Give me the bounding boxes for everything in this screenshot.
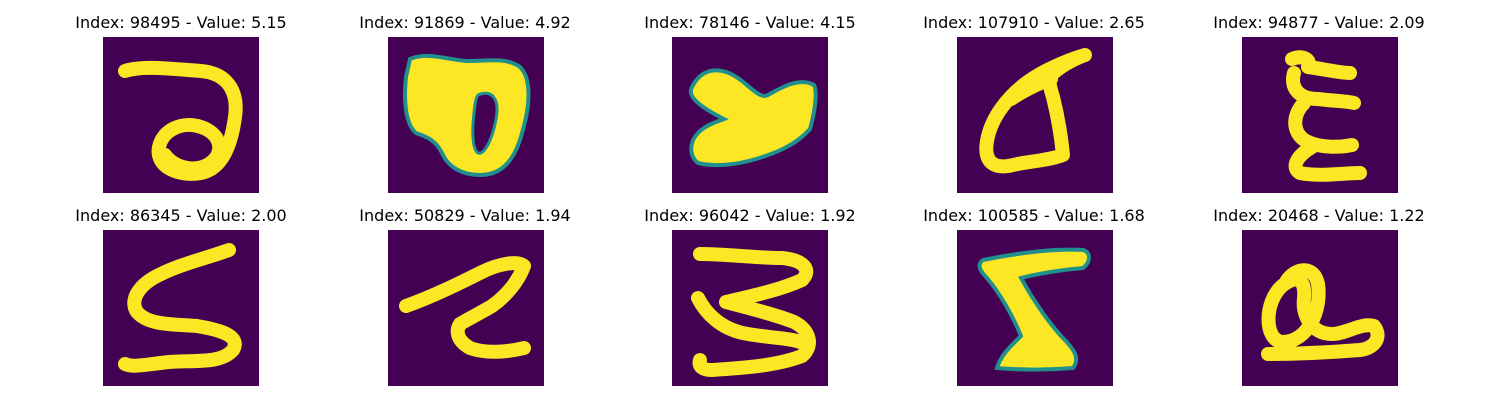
digit-image-panel (103, 230, 259, 386)
digit-image-panel (388, 37, 544, 193)
digit-image-panel (103, 37, 259, 193)
handwritten-e-glyph (1242, 37, 1398, 193)
handwritten-z-glyph (388, 230, 544, 386)
handwritten-z-glyph (957, 230, 1113, 386)
handwritten-a-glyph (103, 37, 259, 193)
digit-image-panel (672, 37, 828, 193)
panel-title: Index: 78146 - Value: 4.15 (644, 13, 856, 32)
handwritten-s-glyph (103, 230, 259, 386)
panel-title: Index: 50829 - Value: 1.94 (359, 206, 571, 225)
digit-image-panel (672, 230, 828, 386)
handwritten-a-glyph (957, 37, 1113, 193)
panel-title: Index: 100585 - Value: 1.68 (923, 206, 1145, 225)
panel-title: Index: 20468 - Value: 1.22 (1213, 206, 1425, 225)
panel-title: Index: 98495 - Value: 5.15 (75, 13, 287, 32)
handwritten-y-glyph (672, 37, 828, 193)
digit-image-panel (1242, 37, 1398, 193)
handwritten-a-glyph (1242, 230, 1398, 386)
digit-image-panel (957, 37, 1113, 193)
panel-title: Index: 86345 - Value: 2.00 (75, 206, 287, 225)
digit-image-panel (388, 230, 544, 386)
panel-title: Index: 107910 - Value: 2.65 (923, 13, 1145, 32)
handwritten-3-glyph (672, 230, 828, 386)
handwritten-b-glyph (388, 37, 544, 193)
digit-image-panel (1242, 230, 1398, 386)
panel-title: Index: 91869 - Value: 4.92 (359, 13, 571, 32)
panel-title: Index: 96042 - Value: 1.92 (644, 206, 856, 225)
panel-title: Index: 94877 - Value: 2.09 (1213, 13, 1425, 32)
digit-image-panel (957, 230, 1113, 386)
